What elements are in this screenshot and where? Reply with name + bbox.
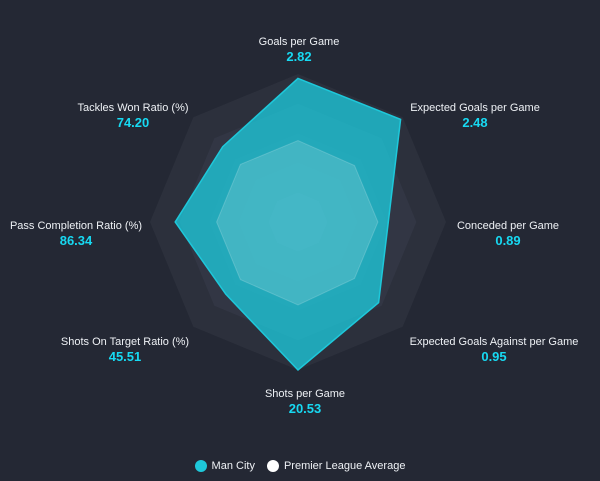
axis-value-goals-per-game: 2.82 bbox=[286, 49, 311, 64]
axis-value-tackles-won-ratio: 74.20 bbox=[117, 115, 150, 130]
axis-value-pass-completion-ratio: 86.34 bbox=[60, 233, 93, 248]
axis-label-shots-on-target-ratio: Shots On Target Ratio (%) bbox=[61, 336, 189, 348]
axis-label-pass-completion-ratio: Pass Completion Ratio (%) bbox=[10, 220, 142, 232]
legend-item-man-city[interactable]: Man City bbox=[194, 460, 255, 472]
radar-series bbox=[174, 77, 402, 372]
axis-value-expected-goals-against-per-game: 0.95 bbox=[481, 349, 506, 364]
axis-label-shots-per-game: Shots per Game bbox=[265, 388, 345, 400]
axis-value-conceded-per-game: 0.89 bbox=[495, 233, 520, 248]
series-league-average-area bbox=[216, 140, 379, 306]
legend-swatch-league-average bbox=[266, 460, 279, 472]
legend-item-league-average[interactable]: Premier League Average bbox=[266, 460, 406, 472]
legend: Man City Premier League Average bbox=[0, 460, 600, 472]
legend-swatch-man-city bbox=[194, 460, 207, 472]
axis-label-goals-per-game: Goals per Game bbox=[259, 36, 340, 48]
axis-value-expected-goals-per-game: 2.48 bbox=[462, 115, 487, 130]
legend-label-man-city: Man City bbox=[211, 460, 255, 472]
axis-value-shots-per-game: 20.53 bbox=[289, 401, 322, 416]
axis-label-expected-goals-against-per-game: Expected Goals Against per Game bbox=[410, 336, 579, 348]
series-man-city-area bbox=[174, 77, 402, 372]
legend-label-league-average: Premier League Average bbox=[283, 460, 406, 472]
axis-label-expected-goals-per-game: Expected Goals per Game bbox=[410, 102, 540, 114]
axis-label-tackles-won-ratio: Tackles Won Ratio (%) bbox=[77, 102, 188, 114]
axis-label-conceded-per-game: Conceded per Game bbox=[457, 220, 559, 232]
axis-value-shots-on-target-ratio: 45.51 bbox=[109, 349, 142, 364]
